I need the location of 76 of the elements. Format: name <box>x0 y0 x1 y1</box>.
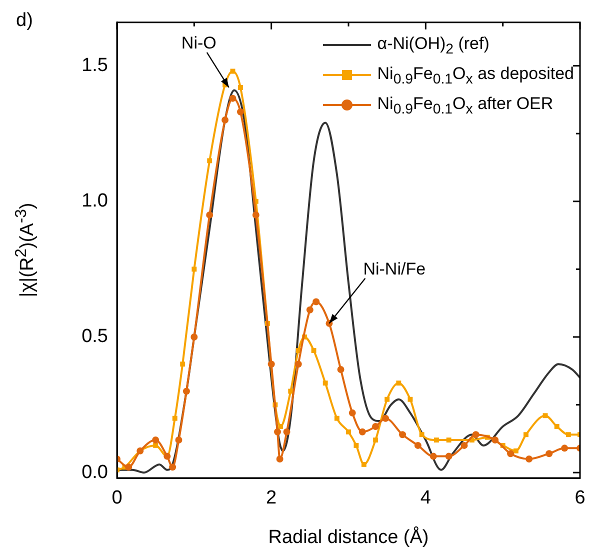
point <box>288 388 294 394</box>
point <box>153 442 158 448</box>
x-tick-label: 4 <box>420 488 432 509</box>
point <box>306 306 314 314</box>
point <box>294 360 302 368</box>
point <box>445 452 452 460</box>
point <box>373 438 378 443</box>
point <box>125 464 132 471</box>
x-tick-label: 0 <box>112 488 122 509</box>
point <box>542 413 548 418</box>
point <box>322 380 328 386</box>
point <box>175 436 182 444</box>
point <box>229 94 236 102</box>
point <box>384 396 390 402</box>
y-tick-label: 0.5 <box>82 326 108 348</box>
point <box>222 116 229 124</box>
annotation: Ni-O <box>181 34 216 53</box>
point <box>382 414 390 422</box>
point <box>399 431 406 438</box>
point <box>236 108 244 116</box>
point <box>472 431 480 438</box>
point <box>172 416 178 421</box>
point <box>278 424 284 429</box>
point <box>311 348 316 354</box>
point <box>354 442 359 448</box>
point <box>408 396 413 402</box>
point <box>434 438 439 443</box>
point <box>182 388 190 395</box>
y-tick-label: 1.5 <box>82 55 108 76</box>
point <box>419 432 424 438</box>
point <box>276 456 284 463</box>
point <box>492 436 499 444</box>
point <box>358 428 366 436</box>
text: d) <box>16 10 33 32</box>
point <box>274 428 282 436</box>
point <box>190 333 198 340</box>
x-tick-label: 2 <box>266 488 277 509</box>
point <box>554 424 560 429</box>
point <box>207 158 212 164</box>
legend-label: α-Ni(OH)$_{2}$ (ref) <box>377 34 490 58</box>
point <box>446 438 452 443</box>
point <box>268 360 275 368</box>
point <box>180 362 186 367</box>
point <box>507 450 514 458</box>
point <box>513 448 518 454</box>
point <box>152 436 160 444</box>
point <box>546 450 553 458</box>
point <box>348 409 356 416</box>
legend-label: Ni$_{0.9}$Fe$_{0.1}$O$_{x}$ as deposited <box>377 64 574 88</box>
point <box>206 211 214 218</box>
point <box>414 442 422 449</box>
point <box>372 422 380 430</box>
point <box>169 464 176 471</box>
point <box>524 432 528 438</box>
point <box>337 366 344 374</box>
legend-label: Ni$_{0.9}$Fe$_{0.1}$O$_{x}$ after OER <box>377 94 554 118</box>
x-axis-title: Radial distance (Å) <box>268 526 429 548</box>
point <box>566 432 571 438</box>
point <box>230 68 236 74</box>
x-tick-label: 6 <box>574 488 586 509</box>
annotation: Ni-Ni/Fe <box>363 260 426 279</box>
y-tick-label: 1.0 <box>82 190 108 212</box>
point <box>238 85 243 90</box>
point <box>460 442 468 449</box>
point <box>396 380 402 386</box>
point <box>334 416 340 421</box>
point <box>430 452 437 460</box>
y-tick-label: 0.0 <box>82 462 108 483</box>
point <box>312 298 320 306</box>
point <box>361 462 366 467</box>
point <box>283 428 290 436</box>
point <box>561 444 568 452</box>
point <box>252 211 260 218</box>
point <box>346 429 351 434</box>
point <box>526 456 533 463</box>
point <box>192 266 197 272</box>
